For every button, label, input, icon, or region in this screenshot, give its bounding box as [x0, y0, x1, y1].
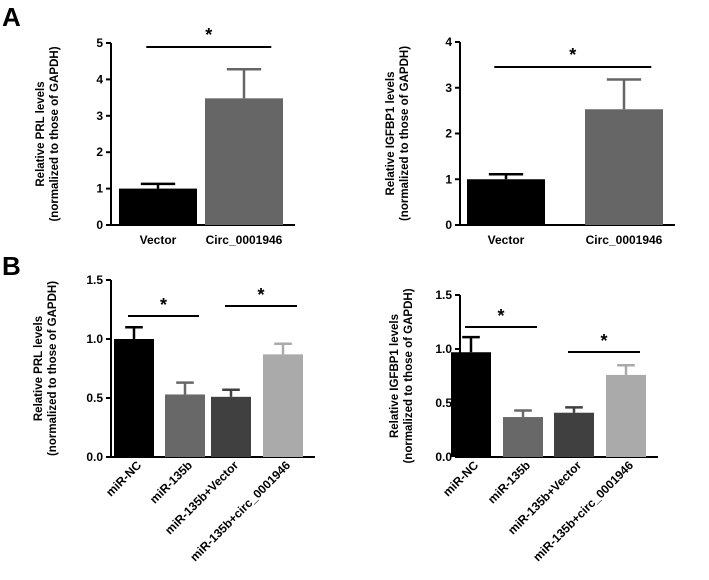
y-tick-label: 0: [445, 218, 452, 232]
category-label: miR-NC: [103, 458, 144, 499]
y-axis-label: Relative IGFBP1 levels: [389, 314, 401, 438]
bar-4: [263, 354, 303, 457]
category-label: Circ_0001946: [206, 233, 283, 247]
bar-2: [585, 109, 663, 225]
y-tick-label: 1: [445, 172, 452, 186]
y-tick-label: 1.5: [435, 288, 452, 302]
y-tick-label: 2: [445, 127, 452, 141]
significance-star: *: [257, 285, 264, 305]
panel-label-b: B: [2, 251, 21, 281]
category-label: miR-NC: [440, 458, 481, 499]
bar-1: [451, 352, 491, 457]
y-tick-label: 1: [96, 182, 103, 196]
bar-2: [165, 394, 205, 457]
y-tick-label: 3: [96, 109, 103, 123]
y-tick-label: 1.0: [435, 342, 452, 356]
y-axis-label: Relative IGFBP1 levels: [385, 71, 397, 195]
y-axis-label-sub: (normalized to those of GAPDH): [47, 281, 59, 456]
bar-3: [554, 412, 594, 457]
significance-star: *: [160, 295, 167, 315]
y-tick-label: 0.5: [435, 396, 452, 410]
category-label: Vector: [140, 233, 177, 247]
y-tick-label: 4: [96, 72, 103, 86]
bar-4: [606, 374, 646, 457]
y-axis-label-sub: (normalized to those of GAPDH): [399, 46, 411, 221]
chart-a-igfbp1: 0 1 2 3 4 Relative IGFBP1 levels (normalized t…: [385, 35, 675, 247]
bar-1: [467, 179, 545, 225]
y-tick-label: 0: [96, 218, 103, 232]
category-label: Vector: [488, 233, 525, 247]
y-tick-label: 0.5: [86, 391, 103, 405]
significance-star: *: [497, 306, 504, 326]
chart-b-prl: 0.0 0.5 1.0 1.5 Relative PRL levels (normaliz…: [33, 273, 315, 564]
y-axis-label: Relative PRL levels: [33, 316, 45, 421]
panel-label-a: A: [2, 2, 21, 32]
category-label: miR-135b: [147, 458, 195, 506]
category-label: miR-135b: [485, 458, 533, 506]
y-axis-label-sub: (normalized to those of GAPDH): [403, 288, 415, 463]
y-tick-label: 4: [445, 35, 452, 49]
y-tick-label: 3: [445, 81, 452, 95]
y-tick-label: 1.5: [86, 273, 103, 287]
bar-2: [503, 417, 543, 457]
category-label: miR-135b+circ_0001946: [530, 458, 636, 564]
significance-star: *: [205, 25, 212, 45]
y-tick-label: 0.0: [86, 450, 103, 464]
chart-a-prl: 0 1 2 3 4 5 Relative PRL levels (normalized to …: [35, 25, 295, 247]
y-tick-label: 0.0: [435, 450, 452, 464]
bar-3: [211, 396, 251, 457]
bar-1: [114, 339, 154, 457]
bar-2: [205, 98, 283, 225]
y-tick-label: 2: [96, 145, 103, 159]
significance-star: *: [600, 331, 607, 351]
y-axis-label: Relative PRL levels: [35, 81, 47, 186]
significance-star: *: [569, 45, 576, 65]
bar-1: [119, 188, 197, 225]
y-axis-label-sub: (normalized to those of GAPDH): [49, 46, 61, 221]
category-label: Circ_0001946: [586, 233, 663, 247]
chart-b-igfbp1: 0.0 0.5 1.0 1.5 Relative IGFBP1 levels (norma…: [389, 288, 658, 564]
y-tick-label: 5: [96, 36, 103, 50]
category-label: miR-135b+circ_0001946: [187, 458, 293, 564]
y-tick-label: 1.0: [86, 332, 103, 346]
